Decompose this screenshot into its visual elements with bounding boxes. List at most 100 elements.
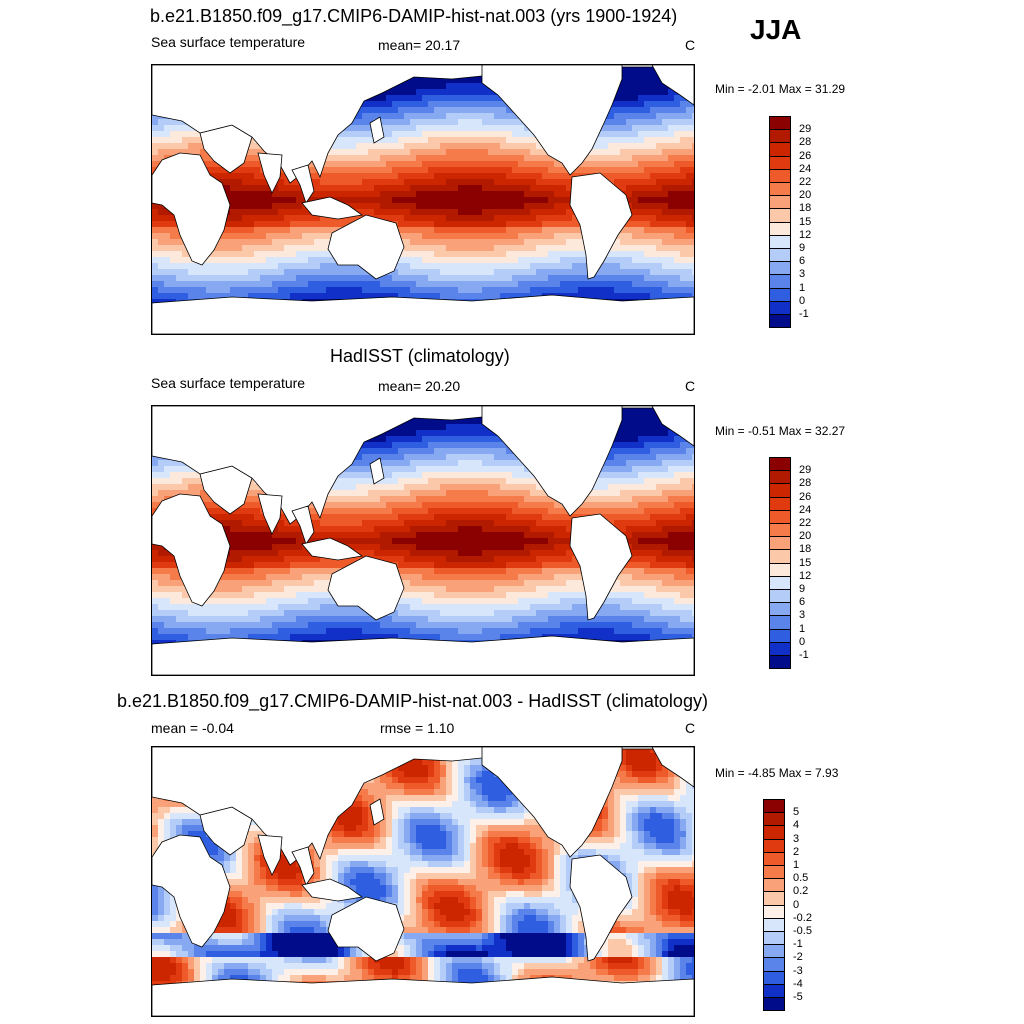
colorbar-swatch [763, 878, 785, 893]
land-outline [291, 846, 315, 886]
colorbar-label: 3 [799, 268, 806, 281]
land-outline [257, 834, 283, 876]
colorbar-swatch [763, 917, 785, 932]
colorbar-swatch [769, 261, 791, 276]
land-outline [301, 196, 364, 220]
land-outline [369, 457, 385, 485]
panel-2-mean: mean= 20.20 [378, 378, 461, 394]
colorbar-swatch [769, 248, 791, 263]
land-outline [369, 116, 385, 144]
colorbar-swatch [769, 549, 791, 564]
colorbar-label: 24 [799, 503, 812, 516]
colorbar-swatch [769, 562, 791, 577]
land-outline [152, 635, 694, 675]
land-outline [651, 747, 694, 788]
colorbar-label: 22 [799, 176, 812, 188]
panel-3-mean: mean = -0.04 [151, 720, 234, 736]
colorbar-swatch [769, 628, 791, 643]
panel-3-map [151, 746, 695, 1017]
season-label: JJA [750, 14, 802, 45]
colorbar-swatch [763, 931, 785, 946]
colorbar-swatch [769, 470, 791, 485]
colorbar-swatch [769, 615, 791, 630]
panel-2-title: HadISST (climatology) [330, 346, 510, 366]
colorbar-label: 6 [799, 596, 806, 609]
colorbar-label: 3 [799, 609, 806, 622]
land-outline [301, 537, 364, 561]
land-outline [569, 513, 633, 621]
panel-3-units: C [685, 720, 696, 736]
colorbar-swatch [769, 208, 791, 223]
panel-1-map [151, 64, 695, 335]
colorbar-swatch [763, 997, 785, 1012]
colorbar-swatch [769, 287, 791, 302]
land-outline [569, 172, 633, 280]
colorbar-swatch [763, 891, 785, 906]
map-canvas [152, 406, 694, 675]
land-outline [481, 406, 623, 517]
colorbar-label: -0.2 [793, 911, 812, 924]
colorbar-swatch [763, 812, 785, 827]
colorbar-label: 3 [793, 832, 800, 845]
colorbar-label: -2 [793, 951, 803, 964]
panel-3-minmax: Min = -4.85 Max = 7.93 [715, 766, 839, 780]
colorbar-swatch [763, 957, 785, 972]
colorbar-label: 20 [799, 189, 812, 202]
land-outline [651, 65, 694, 106]
map-canvas [152, 65, 694, 334]
panel-2-variable: Sea surface temperature [151, 375, 306, 391]
colorbar-label: -1 [799, 308, 809, 320]
land-outline [301, 878, 364, 902]
colorbar-label: 4 [793, 819, 800, 832]
colorbar-label: -5 [793, 991, 803, 1003]
land-outline [152, 493, 231, 607]
land-outline [291, 505, 315, 545]
colorbar-swatch [769, 496, 791, 511]
land-outline [257, 493, 283, 535]
panel-1-minmax: Min = -2.01 Max = 31.29 [715, 82, 846, 96]
colorbar-swatch [769, 575, 791, 590]
land-outline [327, 555, 405, 621]
colorbar-swatch [763, 865, 785, 880]
colorbar-swatch [769, 314, 791, 329]
panel-2-units: C [685, 378, 696, 394]
colorbar-label: 28 [799, 136, 812, 149]
colorbar-label: 9 [799, 583, 806, 595]
colorbar-swatch [769, 655, 791, 670]
colorbar-label: 5 [793, 806, 800, 819]
colorbar-label: 1 [793, 859, 800, 871]
colorbar-swatch [769, 300, 791, 315]
colorbar-swatch [769, 589, 791, 604]
land-outline [327, 896, 405, 962]
colorbar-label: 15 [799, 215, 812, 228]
panel-1-units: C [685, 37, 696, 53]
colorbar-label: 18 [799, 202, 812, 215]
panel-2-map [151, 405, 695, 676]
colorbar-swatch [769, 602, 791, 617]
colorbar-label: 18 [799, 543, 812, 556]
colorbar-label: 9 [799, 242, 806, 254]
colorbar-label: 0 [793, 898, 800, 911]
panel-1-mean: mean= 20.17 [378, 37, 461, 53]
colorbar-label: 20 [799, 530, 812, 543]
colorbar-label: 0 [799, 635, 806, 648]
colorbar-swatch [763, 851, 785, 866]
land-outline [327, 214, 405, 280]
land-outline [651, 406, 694, 447]
colorbar-label: 26 [799, 490, 812, 503]
colorbar-swatch [769, 195, 791, 210]
land-outline [291, 164, 315, 204]
land-outline [481, 747, 623, 858]
colorbar-swatch [769, 221, 791, 236]
colorbar-swatch [769, 523, 791, 538]
land-outline [257, 152, 283, 194]
colorbar-swatch [763, 904, 785, 919]
colorbar-label: 1 [799, 622, 806, 635]
colorbar-label: 12 [799, 228, 812, 241]
panel-1-variable: Sea surface temperature [151, 34, 306, 50]
land-outline [152, 976, 694, 1016]
colorbar-swatch [769, 182, 791, 197]
colorbar-label: -0.5 [793, 925, 812, 937]
panel-1-title: b.e21.B1850.f09_g17.CMIP6-DAMIP-hist-nat… [150, 6, 678, 26]
colorbar-label: 29 [799, 123, 812, 136]
